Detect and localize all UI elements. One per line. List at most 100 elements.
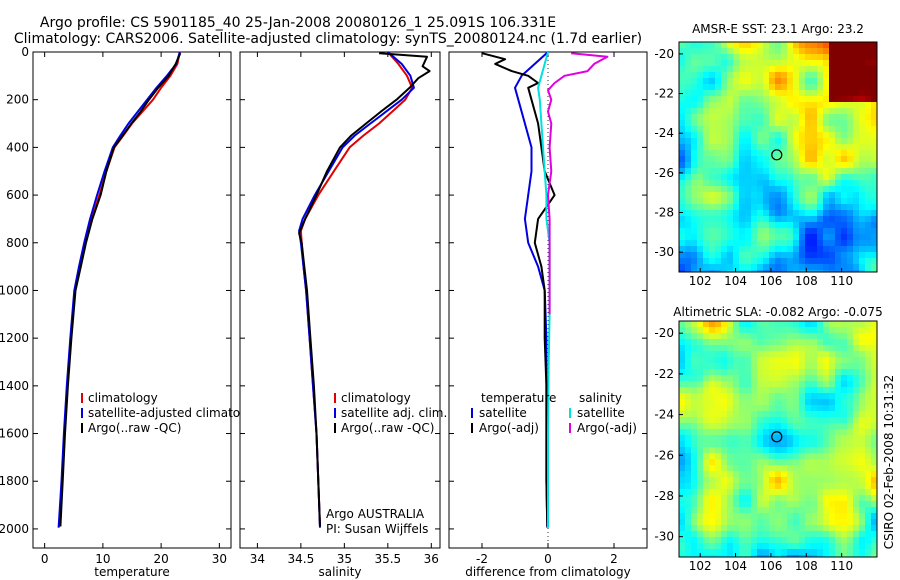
sla-map-cell bbox=[775, 501, 782, 508]
sst-map-cell bbox=[835, 60, 842, 67]
sst-map-cell bbox=[715, 228, 722, 235]
sla-map-cell bbox=[823, 465, 830, 472]
sst-map-cell bbox=[775, 204, 782, 211]
sst-map-cell bbox=[685, 234, 692, 241]
sst-map-cell bbox=[781, 174, 788, 181]
sst-map-cell bbox=[751, 192, 758, 199]
sla-map-cell bbox=[775, 555, 782, 558]
sla-map-cell bbox=[775, 471, 782, 478]
sla-map-cell bbox=[757, 513, 764, 520]
sst-map-cell bbox=[679, 222, 686, 229]
sst-map-cell bbox=[835, 246, 842, 253]
sla-map-cell bbox=[685, 387, 692, 394]
sst-map-cell bbox=[805, 168, 812, 175]
sla-map-cell bbox=[691, 429, 698, 436]
sst-map-cell bbox=[697, 162, 704, 169]
sla-map-cell bbox=[817, 441, 824, 448]
sla-map-cell bbox=[703, 333, 710, 340]
sst-map-cell bbox=[751, 150, 758, 157]
sla-map-cell bbox=[745, 519, 752, 526]
sla-map-cell bbox=[817, 507, 824, 514]
sst-map-cell bbox=[757, 90, 764, 97]
sst-map-cell bbox=[787, 210, 794, 217]
sst-map-cell bbox=[817, 144, 824, 151]
sst-map-cell bbox=[691, 60, 698, 67]
sst-map-cell bbox=[703, 222, 710, 229]
sla-map-cell bbox=[805, 453, 812, 460]
sla-map-cell bbox=[763, 471, 770, 478]
sla-map-cell bbox=[871, 423, 878, 430]
sla-map-cell bbox=[847, 327, 854, 334]
sst-map-cell bbox=[859, 90, 866, 97]
sst-map-cell bbox=[823, 138, 830, 145]
sla-map-cell bbox=[853, 375, 860, 382]
sst-map-cell bbox=[835, 48, 842, 55]
sla-map-cell bbox=[721, 351, 728, 358]
sst-map-cell bbox=[853, 84, 860, 91]
sla-map-cell bbox=[745, 441, 752, 448]
sst-map-cell bbox=[679, 192, 686, 199]
difference-series-3 bbox=[547, 52, 609, 315]
sst-map-cell bbox=[697, 42, 704, 49]
sst-map-cell bbox=[709, 186, 716, 193]
sst-map-cell bbox=[733, 174, 740, 181]
sla-map-cell bbox=[817, 519, 824, 526]
sla-map-cell bbox=[781, 447, 788, 454]
sla-map-cell bbox=[823, 345, 830, 352]
sla-map-cell bbox=[853, 555, 860, 558]
sla-map-cell bbox=[733, 543, 740, 550]
sst-map-cell bbox=[835, 174, 842, 181]
sst-map-cell bbox=[865, 126, 872, 133]
sla-map-cell bbox=[781, 513, 788, 520]
sst-map-cell bbox=[841, 156, 848, 163]
sla-map-cell bbox=[739, 525, 746, 532]
sla-map-cell bbox=[757, 495, 764, 502]
sst-map-cell bbox=[799, 54, 806, 61]
sst-map-cell bbox=[781, 144, 788, 151]
sla-map-cell bbox=[853, 441, 860, 448]
sla-map-cell bbox=[805, 441, 812, 448]
sst-map-cell bbox=[757, 108, 764, 115]
sla-map-cell bbox=[793, 435, 800, 442]
timestamp-credit: CSIRO 02-Feb-2008 10:31:32 bbox=[882, 375, 896, 550]
sst-map-cell bbox=[799, 66, 806, 73]
sst-map-cell bbox=[871, 168, 878, 175]
sla-map-cell bbox=[823, 327, 830, 334]
sst-map-cell bbox=[691, 138, 698, 145]
sla-map-cell bbox=[721, 345, 728, 352]
sst-map-cell bbox=[715, 240, 722, 247]
sla-map-cell bbox=[739, 327, 746, 334]
sst-map-cell bbox=[715, 264, 722, 271]
sla-map-cell bbox=[835, 405, 842, 412]
sla-map-cell bbox=[787, 477, 794, 484]
sla-map-cell bbox=[757, 333, 764, 340]
sst-map-cell bbox=[697, 150, 704, 157]
sla-map-cell bbox=[865, 519, 872, 526]
sst-map-cell bbox=[769, 120, 776, 127]
sst-map-cell bbox=[823, 180, 830, 187]
sla-map-cell bbox=[865, 369, 872, 376]
sla-map-cell bbox=[751, 465, 758, 472]
sst-map-cell bbox=[769, 234, 776, 241]
sst-map-cell bbox=[715, 192, 722, 199]
sla-map-cell bbox=[745, 447, 752, 454]
sla-map-cell bbox=[811, 549, 818, 556]
sst-map-cell bbox=[811, 222, 818, 229]
sla-map-cell bbox=[703, 543, 710, 550]
sst-map-cell bbox=[817, 138, 824, 145]
sst-map-cell bbox=[763, 84, 770, 91]
sla-map-cell bbox=[757, 435, 764, 442]
sla-map-cell bbox=[841, 381, 848, 388]
sla-map-cell bbox=[769, 321, 776, 328]
sst-map-cell bbox=[697, 240, 704, 247]
sla-map-cell bbox=[829, 363, 836, 370]
sst-map-cell bbox=[835, 72, 842, 79]
sst-map-cell bbox=[739, 210, 746, 217]
sla-map-cell bbox=[769, 357, 776, 364]
sst-map-cell bbox=[871, 90, 878, 97]
sst-map-cell bbox=[823, 228, 830, 235]
sla-map-cell bbox=[793, 357, 800, 364]
sst-map-cell bbox=[757, 54, 764, 61]
sla-map-cell bbox=[751, 375, 758, 382]
sla-map-cell bbox=[799, 417, 806, 424]
